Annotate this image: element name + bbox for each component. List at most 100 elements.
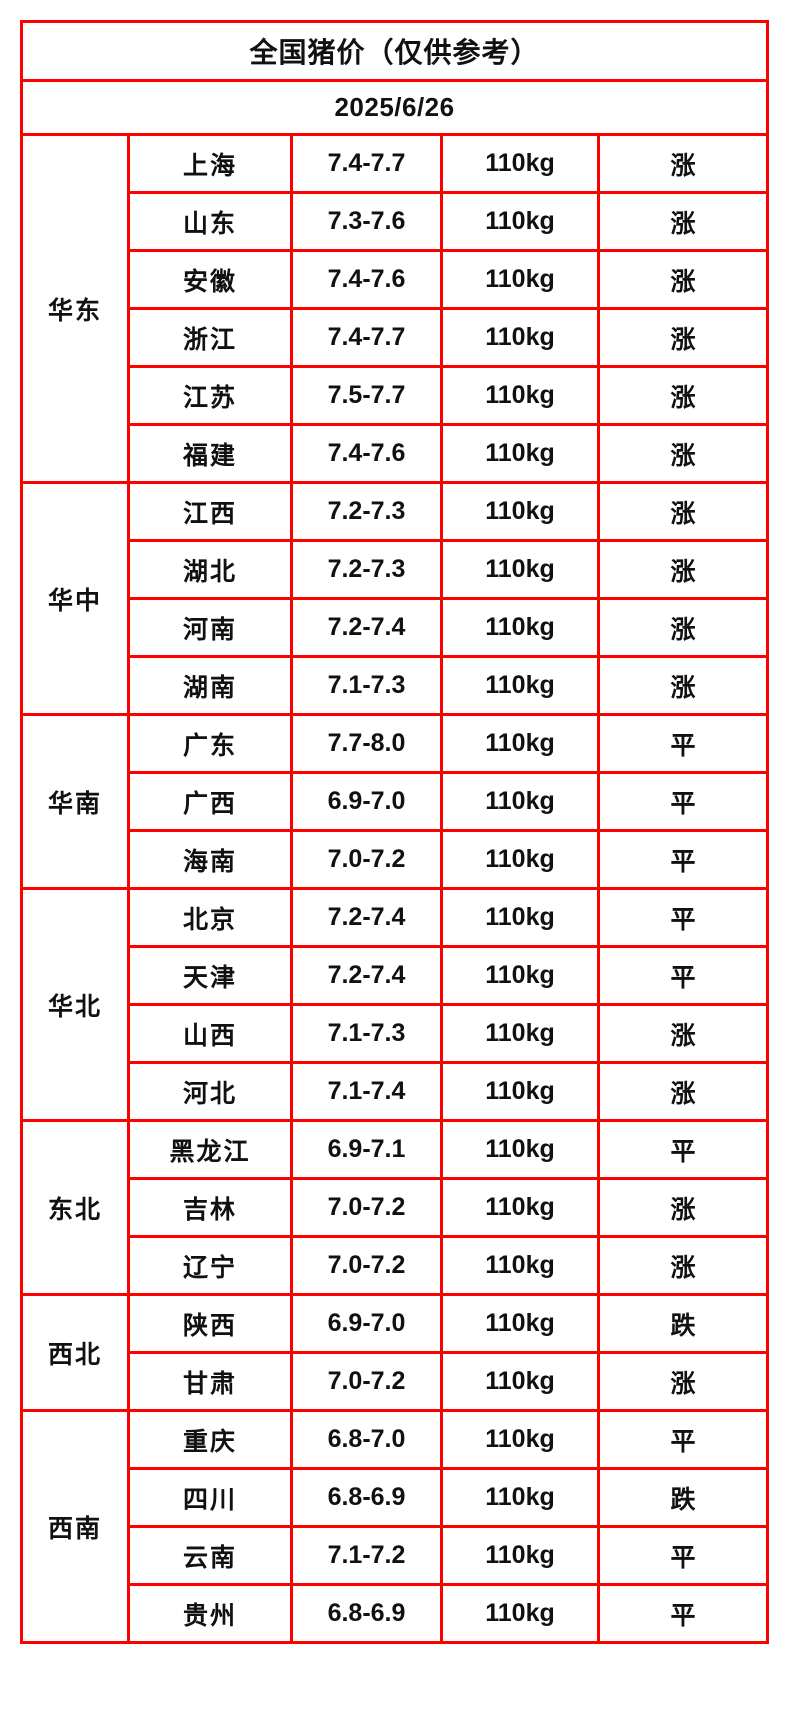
province-name: 重庆 xyxy=(127,1409,293,1470)
province-name: 上海 xyxy=(127,133,293,194)
trend-indicator: 平 xyxy=(596,829,770,890)
trend-indicator: 涨 xyxy=(596,191,770,252)
province-name: 安徽 xyxy=(127,249,293,310)
price-range: 6.8-6.9 xyxy=(290,1467,443,1528)
province-name: 浙江 xyxy=(127,307,293,368)
table-row: 西南 重庆 6.8-7.0 110kg 平 xyxy=(20,1409,770,1644)
table-row: 华中 江西 7.2-7.3 110kg 涨 xyxy=(20,481,770,716)
trend-indicator: 涨 xyxy=(596,365,770,426)
trend-indicator: 平 xyxy=(596,945,770,1006)
province-name: 黑龙江 xyxy=(127,1119,293,1180)
trend-indicator: 涨 xyxy=(596,597,770,658)
price-sheet: 全国猪价（仅供参考） 2025/6/26 华东 上海 7.4-7.7 110kg 涨山东… xyxy=(19,20,770,1644)
province-name: 吉林 xyxy=(127,1177,293,1238)
pig-weight: 110kg xyxy=(440,481,600,542)
date-row: 2025/6/26 xyxy=(19,79,770,136)
pig-weight: 110kg xyxy=(440,1583,600,1644)
price-range: 7.0-7.2 xyxy=(290,1351,443,1412)
trend-indicator: 涨 xyxy=(596,655,770,716)
province-name: 山东 xyxy=(127,191,293,252)
table-row: 吉林 7.0-7.2 110kg 涨 xyxy=(22,1177,770,1238)
price-range: 7.2-7.4 xyxy=(290,597,443,658)
province-name: 江西 xyxy=(127,481,293,542)
trend-indicator: 涨 xyxy=(596,249,770,310)
trend-indicator: 平 xyxy=(596,1409,770,1470)
province-name: 陕西 xyxy=(127,1293,293,1354)
province-name: 山西 xyxy=(127,1003,293,1064)
trend-indicator: 涨 xyxy=(596,481,770,542)
pig-weight: 110kg xyxy=(440,1351,600,1412)
region-group-label: 西北 xyxy=(20,1293,130,1412)
pig-weight: 110kg xyxy=(440,1409,600,1470)
table-row: 湖北 7.2-7.3 110kg 涨 xyxy=(22,539,770,600)
table-row: 甘肃 7.0-7.2 110kg 涨 xyxy=(22,1351,770,1412)
price-range: 6.8-7.0 xyxy=(290,1409,443,1470)
pig-weight: 110kg xyxy=(440,887,600,948)
pig-weight: 110kg xyxy=(440,249,600,310)
price-range: 7.2-7.4 xyxy=(290,887,443,948)
province-name: 天津 xyxy=(127,945,293,1006)
province-name: 江苏 xyxy=(127,365,293,426)
table-row: 西北 陕西 6.9-7.0 110kg 跌 xyxy=(20,1293,770,1412)
province-name: 广西 xyxy=(127,771,293,832)
price-range: 7.1-7.3 xyxy=(290,655,443,716)
table-row: 山东 7.3-7.6 110kg 涨 xyxy=(22,191,770,252)
price-range: 7.0-7.2 xyxy=(290,1235,443,1296)
table-body: 全国猪价（仅供参考） 2025/6/26 华东 上海 7.4-7.7 110kg 涨山东… xyxy=(19,20,770,1644)
price-range: 7.3-7.6 xyxy=(290,191,443,252)
province-name: 湖北 xyxy=(127,539,293,600)
table-row: 福建 7.4-7.6 110kg 涨 xyxy=(22,423,770,484)
table-row: 江苏 7.5-7.7 110kg 涨 xyxy=(22,365,770,426)
table-row: 广西 6.9-7.0 110kg 平 xyxy=(22,771,770,832)
report-date: 2025/6/26 xyxy=(19,79,770,136)
province-name: 海南 xyxy=(127,829,293,890)
province-name: 云南 xyxy=(127,1525,293,1586)
trend-indicator: 跌 xyxy=(596,1467,770,1528)
price-range: 7.2-7.4 xyxy=(290,945,443,1006)
trend-indicator: 平 xyxy=(596,771,770,832)
pig-weight: 110kg xyxy=(440,597,600,658)
trend-indicator: 涨 xyxy=(596,307,770,368)
price-range: 6.9-7.1 xyxy=(290,1119,443,1180)
price-range: 7.2-7.3 xyxy=(290,539,443,600)
pig-weight: 110kg xyxy=(440,307,600,368)
table-row: 东北 黑龙江 6.9-7.1 110kg 平 xyxy=(20,1119,770,1296)
province-name: 甘肃 xyxy=(127,1351,293,1412)
price-range: 7.4-7.6 xyxy=(290,249,443,310)
pig-weight: 110kg xyxy=(440,713,600,774)
province-name: 湖南 xyxy=(127,655,293,716)
price-range: 7.7-8.0 xyxy=(290,713,443,774)
trend-indicator: 平 xyxy=(596,887,770,948)
province-name: 广东 xyxy=(127,713,293,774)
pig-weight: 110kg xyxy=(440,133,600,194)
pig-weight: 110kg xyxy=(440,1119,600,1180)
table-row: 河北 7.1-7.4 110kg 涨 xyxy=(22,1061,770,1122)
pig-weight: 110kg xyxy=(440,191,600,252)
pig-weight: 110kg xyxy=(440,1467,600,1528)
table-row: 湖南 7.1-7.3 110kg 涨 xyxy=(22,655,770,716)
pig-weight: 110kg xyxy=(440,829,600,890)
price-range: 7.4-7.7 xyxy=(290,133,443,194)
price-range: 7.1-7.3 xyxy=(290,1003,443,1064)
province-name: 贵州 xyxy=(127,1583,293,1644)
price-range: 6.8-6.9 xyxy=(290,1583,443,1644)
price-range: 7.5-7.7 xyxy=(290,365,443,426)
pig-weight: 110kg xyxy=(440,771,600,832)
region-group-label: 华南 xyxy=(20,713,130,890)
national-pig-price-table: 全国猪价（仅供参考） 2025/6/26 华东 上海 7.4-7.7 110kg 涨山东… xyxy=(19,20,770,1644)
trend-indicator: 跌 xyxy=(596,1293,770,1354)
trend-indicator: 平 xyxy=(596,713,770,774)
price-range: 7.1-7.4 xyxy=(290,1061,443,1122)
pig-weight: 110kg xyxy=(440,1003,600,1064)
trend-indicator: 涨 xyxy=(596,1061,770,1122)
table-row: 天津 7.2-7.4 110kg 平 xyxy=(22,945,770,1006)
pig-weight: 110kg xyxy=(440,1525,600,1586)
region-group-label: 东北 xyxy=(20,1119,130,1296)
province-name: 福建 xyxy=(127,423,293,484)
pig-weight: 110kg xyxy=(440,423,600,484)
table-row: 贵州 6.8-6.9 110kg 平 xyxy=(22,1583,770,1644)
pig-weight: 110kg xyxy=(440,1061,600,1122)
trend-indicator: 涨 xyxy=(596,539,770,600)
trend-indicator: 涨 xyxy=(596,133,770,194)
